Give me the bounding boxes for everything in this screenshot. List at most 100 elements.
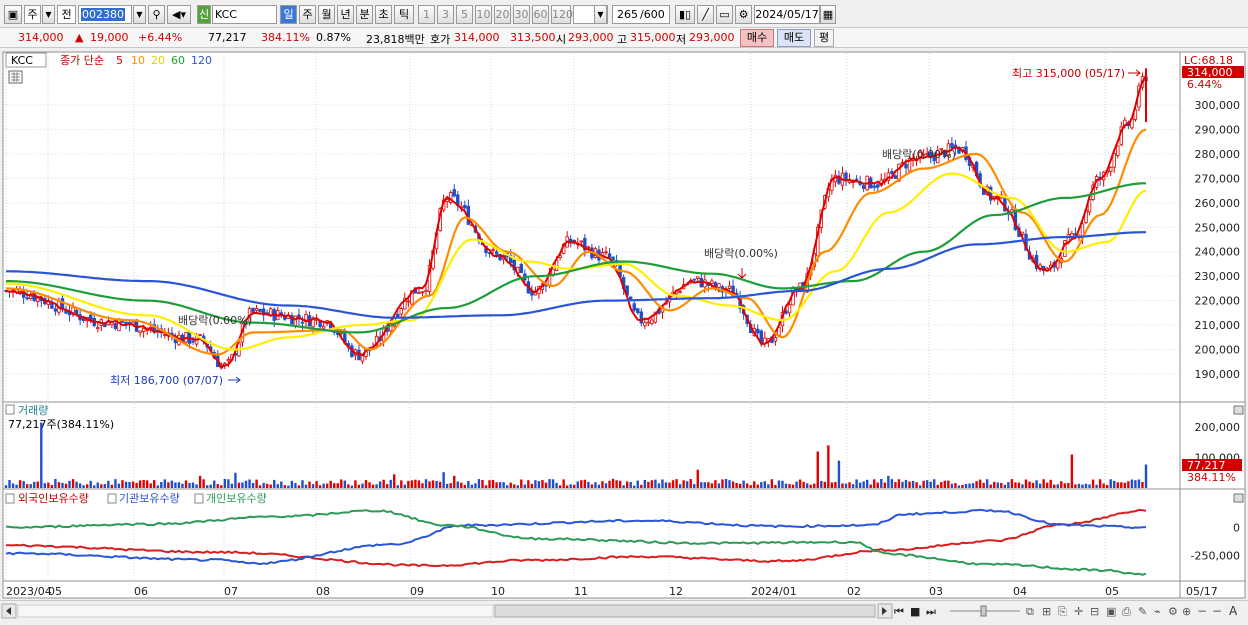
code-input[interactable]: 002380 bbox=[78, 5, 132, 24]
candle-up bbox=[304, 314, 308, 323]
ruler-icon[interactable]: ⊟ bbox=[1090, 605, 1099, 618]
save-icon[interactable]: ▭ bbox=[716, 5, 733, 24]
candle-up bbox=[293, 315, 298, 327]
rewind-icon[interactable]: ⏮ bbox=[894, 605, 904, 618]
market-select[interactable]: 주 bbox=[24, 5, 41, 24]
volume-bar bbox=[449, 483, 452, 488]
tab-minute[interactable]: 분 bbox=[356, 5, 373, 24]
window-icon[interactable]: ▣ bbox=[4, 5, 22, 24]
volume-bar bbox=[760, 482, 763, 488]
minus-icon[interactable]: − bbox=[1212, 604, 1222, 618]
volume-bar bbox=[1063, 483, 1067, 488]
volume-bar bbox=[862, 481, 865, 488]
tab-tick[interactable]: 틱 bbox=[394, 5, 414, 24]
x-axis-label: 05 bbox=[1105, 585, 1119, 598]
volume-bar bbox=[657, 483, 661, 488]
volume-bar bbox=[816, 451, 819, 488]
interval-10[interactable]: 10 bbox=[475, 5, 492, 24]
candle-down bbox=[120, 321, 125, 323]
legend-institution: 기관보유수량 bbox=[119, 492, 180, 505]
candle-type-icon[interactable]: ▮▯ bbox=[675, 5, 695, 24]
code-dropdown-icon[interactable]: ▼ bbox=[133, 5, 146, 24]
tab-second[interactable]: 초 bbox=[375, 5, 392, 24]
ma20-legend: 20 bbox=[151, 54, 165, 67]
interval-5[interactable]: 5 bbox=[456, 5, 473, 24]
interval-3[interactable]: 3 bbox=[437, 5, 454, 24]
fast-forward-icon[interactable]: ⏭ bbox=[926, 605, 936, 618]
candle-down bbox=[191, 340, 195, 343]
interval-1[interactable]: 1 bbox=[418, 5, 435, 24]
volume-bar bbox=[633, 485, 636, 488]
chart-frame bbox=[2, 51, 1246, 599]
font-size-icon[interactable]: A bbox=[1229, 604, 1238, 618]
magnet-icon[interactable]: ⌁ bbox=[1154, 605, 1161, 618]
chart-settings-icon[interactable]: ⚙ bbox=[1168, 605, 1178, 618]
zoom-in-icon[interactable]: ⊕ bbox=[1182, 605, 1191, 618]
copy-icon[interactable]: ⎘ bbox=[1058, 605, 1067, 618]
layout-icon[interactable]: ⧉ bbox=[1026, 605, 1034, 618]
tab-yearly[interactable]: 년 bbox=[337, 5, 354, 24]
volume-bar bbox=[121, 480, 124, 488]
buy-button[interactable]: 매수 bbox=[740, 29, 774, 47]
volume-bar bbox=[135, 482, 138, 488]
stop-icon[interactable]: ■ bbox=[910, 605, 920, 618]
zoom-out-icon[interactable]: − bbox=[1197, 604, 1207, 618]
interval-20[interactable]: 20 bbox=[494, 5, 511, 24]
scroll-thumb[interactable] bbox=[494, 604, 876, 618]
volume-bar bbox=[107, 480, 110, 488]
volume-bar bbox=[887, 475, 890, 488]
volume-bar bbox=[569, 484, 572, 488]
search-icon[interactable]: ⚲ bbox=[148, 5, 165, 24]
pen-icon[interactable]: ✎ bbox=[1138, 605, 1147, 618]
volume-bar bbox=[830, 482, 834, 488]
interval-60[interactable]: 60 bbox=[532, 5, 549, 24]
print-icon[interactable]: ⎙ bbox=[1122, 605, 1131, 618]
volume-bar bbox=[647, 481, 650, 488]
candle-up bbox=[604, 251, 608, 254]
holding-close-icon[interactable] bbox=[1233, 493, 1244, 503]
count-input[interactable]: 265 bbox=[612, 5, 640, 24]
draw-line-icon[interactable]: ╱ bbox=[697, 5, 714, 24]
candle-down bbox=[861, 185, 866, 189]
candle-up bbox=[921, 153, 926, 156]
volume-bar bbox=[54, 478, 57, 488]
evaluate-button[interactable]: 평 bbox=[814, 29, 834, 47]
interval-dropdown-icon[interactable]: ▼ bbox=[594, 5, 607, 24]
volume-close-icon[interactable] bbox=[1233, 405, 1244, 415]
candle-up bbox=[1109, 166, 1113, 172]
volume-bar bbox=[301, 480, 304, 488]
volume-bar bbox=[841, 483, 844, 488]
candle-down bbox=[607, 253, 612, 258]
candle-up bbox=[936, 150, 940, 164]
interval-30[interactable]: 30 bbox=[513, 5, 530, 24]
volume-bar bbox=[124, 481, 128, 488]
period-prefix[interactable]: 전 bbox=[57, 5, 76, 24]
date-input[interactable]: 2024/05/17 bbox=[754, 5, 820, 24]
tab-monthly[interactable]: 월 bbox=[318, 5, 335, 24]
stock-name[interactable]: KCC bbox=[212, 5, 277, 24]
sell-button[interactable]: 매도 bbox=[777, 29, 811, 47]
volume-current: 77,217주(384.11%) bbox=[8, 418, 114, 431]
image-icon[interactable]: ▣ bbox=[1106, 605, 1116, 618]
candle-up bbox=[1116, 145, 1120, 156]
volume-bar bbox=[509, 482, 512, 488]
candle-up bbox=[939, 148, 943, 151]
volume-bar bbox=[1120, 482, 1123, 488]
crosshair-icon[interactable]: ✛ bbox=[1074, 605, 1083, 618]
volume-bar bbox=[643, 479, 647, 488]
scroll-track[interactable] bbox=[17, 604, 494, 618]
market-dropdown-icon[interactable]: ▼ bbox=[42, 5, 55, 24]
zoom-slider-handle[interactable] bbox=[980, 605, 987, 617]
candle-down bbox=[53, 308, 58, 312]
tab-weekly[interactable]: 주 bbox=[299, 5, 316, 24]
lc-label: LC:68.18 bbox=[1184, 54, 1233, 67]
gear-icon[interactable]: ⚙ bbox=[735, 5, 752, 24]
interval-120[interactable]: 120 bbox=[551, 5, 573, 24]
volume-bar bbox=[276, 484, 279, 488]
price-change: 19,000 bbox=[90, 31, 129, 44]
calendar-icon[interactable]: ▦ bbox=[820, 5, 836, 24]
sound-icon[interactable]: ◀▾ bbox=[167, 5, 191, 24]
volume-bar bbox=[1028, 481, 1031, 488]
panel-add-icon[interactable]: ⊞ bbox=[1042, 605, 1051, 618]
tab-daily[interactable]: 일 bbox=[280, 5, 297, 24]
